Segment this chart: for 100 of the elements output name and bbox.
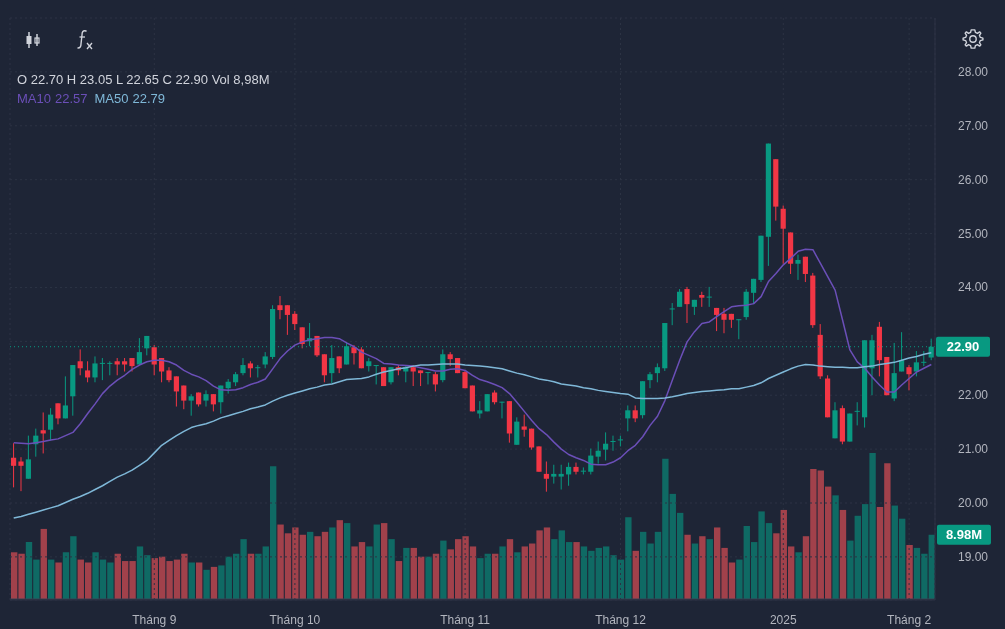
x-tick-label: 2025 xyxy=(769,613,797,627)
candlestick xyxy=(25,435,31,480)
candlestick xyxy=(906,364,912,391)
candlestick xyxy=(55,402,61,425)
bar xyxy=(381,523,388,599)
bar xyxy=(196,562,203,599)
y-tick-label: 19.00 xyxy=(957,549,989,564)
candlestick xyxy=(780,205,786,265)
y-tick-label: 27.00 xyxy=(957,118,989,133)
bar xyxy=(795,552,802,599)
candlestick xyxy=(284,304,290,336)
bar xyxy=(906,544,913,599)
bar xyxy=(344,523,351,599)
candlestick xyxy=(521,414,527,438)
bar xyxy=(329,527,336,599)
candlestick xyxy=(77,348,83,376)
candlestick xyxy=(566,462,572,487)
y-tick-label: 21.00 xyxy=(957,442,989,457)
bar xyxy=(839,509,847,599)
candlestick xyxy=(654,362,660,383)
text: MA50 xyxy=(94,91,129,106)
candlestick xyxy=(321,353,327,383)
bar xyxy=(210,566,218,599)
candlestick xyxy=(795,254,801,281)
candlestick xyxy=(514,416,520,446)
bar xyxy=(48,559,55,599)
candlestick xyxy=(603,431,609,461)
bar xyxy=(307,531,314,599)
y-tick-label: 22.00 xyxy=(957,388,989,403)
bar xyxy=(395,561,403,599)
bar xyxy=(492,553,499,599)
candlestick xyxy=(11,442,17,488)
bar xyxy=(336,520,343,599)
candlestick xyxy=(721,307,727,334)
bar xyxy=(440,540,447,599)
bar xyxy=(40,528,47,599)
bar xyxy=(506,539,514,599)
candlestick xyxy=(240,357,246,376)
candlestick xyxy=(736,318,742,340)
bar xyxy=(403,547,410,599)
text: 8.98M xyxy=(945,527,983,543)
bar xyxy=(247,553,255,599)
candlestick xyxy=(188,393,194,417)
annotation: O 22.70 H 23.05 L 22.65 C 22.90 Vol 8,98M xyxy=(17,71,270,89)
candlestick xyxy=(706,286,712,308)
x-tick-label: Tháng 10 xyxy=(269,613,321,627)
candlestick xyxy=(647,371,653,389)
bar xyxy=(632,550,639,599)
y-tick-label: 24.00 xyxy=(957,280,989,295)
candlestick xyxy=(854,401,860,426)
candlestick xyxy=(62,375,68,419)
candlestick xyxy=(92,355,98,383)
candlestick xyxy=(595,441,601,465)
bar xyxy=(499,546,506,599)
x-tick-label: Tháng 12 xyxy=(595,613,647,627)
bar xyxy=(188,562,195,599)
bar xyxy=(706,539,713,599)
candlestick xyxy=(107,360,113,376)
y-tick-label: 28.00 xyxy=(957,64,989,79)
bar xyxy=(425,556,432,599)
annotation: 22.79 xyxy=(132,91,166,106)
candlestick xyxy=(499,401,505,419)
bar xyxy=(203,569,210,599)
bar xyxy=(514,552,521,599)
candlestick xyxy=(558,464,564,491)
candlestick xyxy=(85,360,91,383)
ref-line-label: 22.90 xyxy=(946,339,980,355)
annotation: 22.57 xyxy=(54,91,88,106)
candlestick xyxy=(151,344,157,376)
bar xyxy=(573,542,580,599)
candlestick xyxy=(625,404,631,432)
candlestick xyxy=(551,464,557,485)
y-tick-label: 20.00 xyxy=(957,496,989,510)
bar xyxy=(388,539,395,599)
candlestick xyxy=(173,375,179,408)
candlestick xyxy=(913,350,919,377)
bar xyxy=(55,562,62,599)
x-tick-label: Tháng 11 xyxy=(440,613,491,627)
y-tick-label: 25.00 xyxy=(957,226,989,241)
candlestick xyxy=(432,371,438,392)
text: MA10 xyxy=(17,91,51,106)
bar xyxy=(832,495,839,599)
candlestick xyxy=(751,278,757,305)
candlestick xyxy=(543,461,549,493)
candlestick xyxy=(99,357,105,381)
candlestick xyxy=(669,302,675,326)
candlestick xyxy=(351,344,357,366)
bar xyxy=(684,534,691,599)
candlestick xyxy=(425,371,431,385)
candlestick xyxy=(292,310,298,331)
candlestick xyxy=(373,364,379,385)
candlestick xyxy=(48,407,54,441)
candlestick xyxy=(610,435,616,452)
candlestick xyxy=(277,295,283,320)
candlestick xyxy=(802,256,808,283)
y-tick-label: 26.00 xyxy=(957,172,989,187)
bar xyxy=(699,536,706,599)
x-tick-label: Tháng 9 xyxy=(132,613,177,627)
bar xyxy=(691,543,699,599)
candlestick xyxy=(203,389,209,408)
